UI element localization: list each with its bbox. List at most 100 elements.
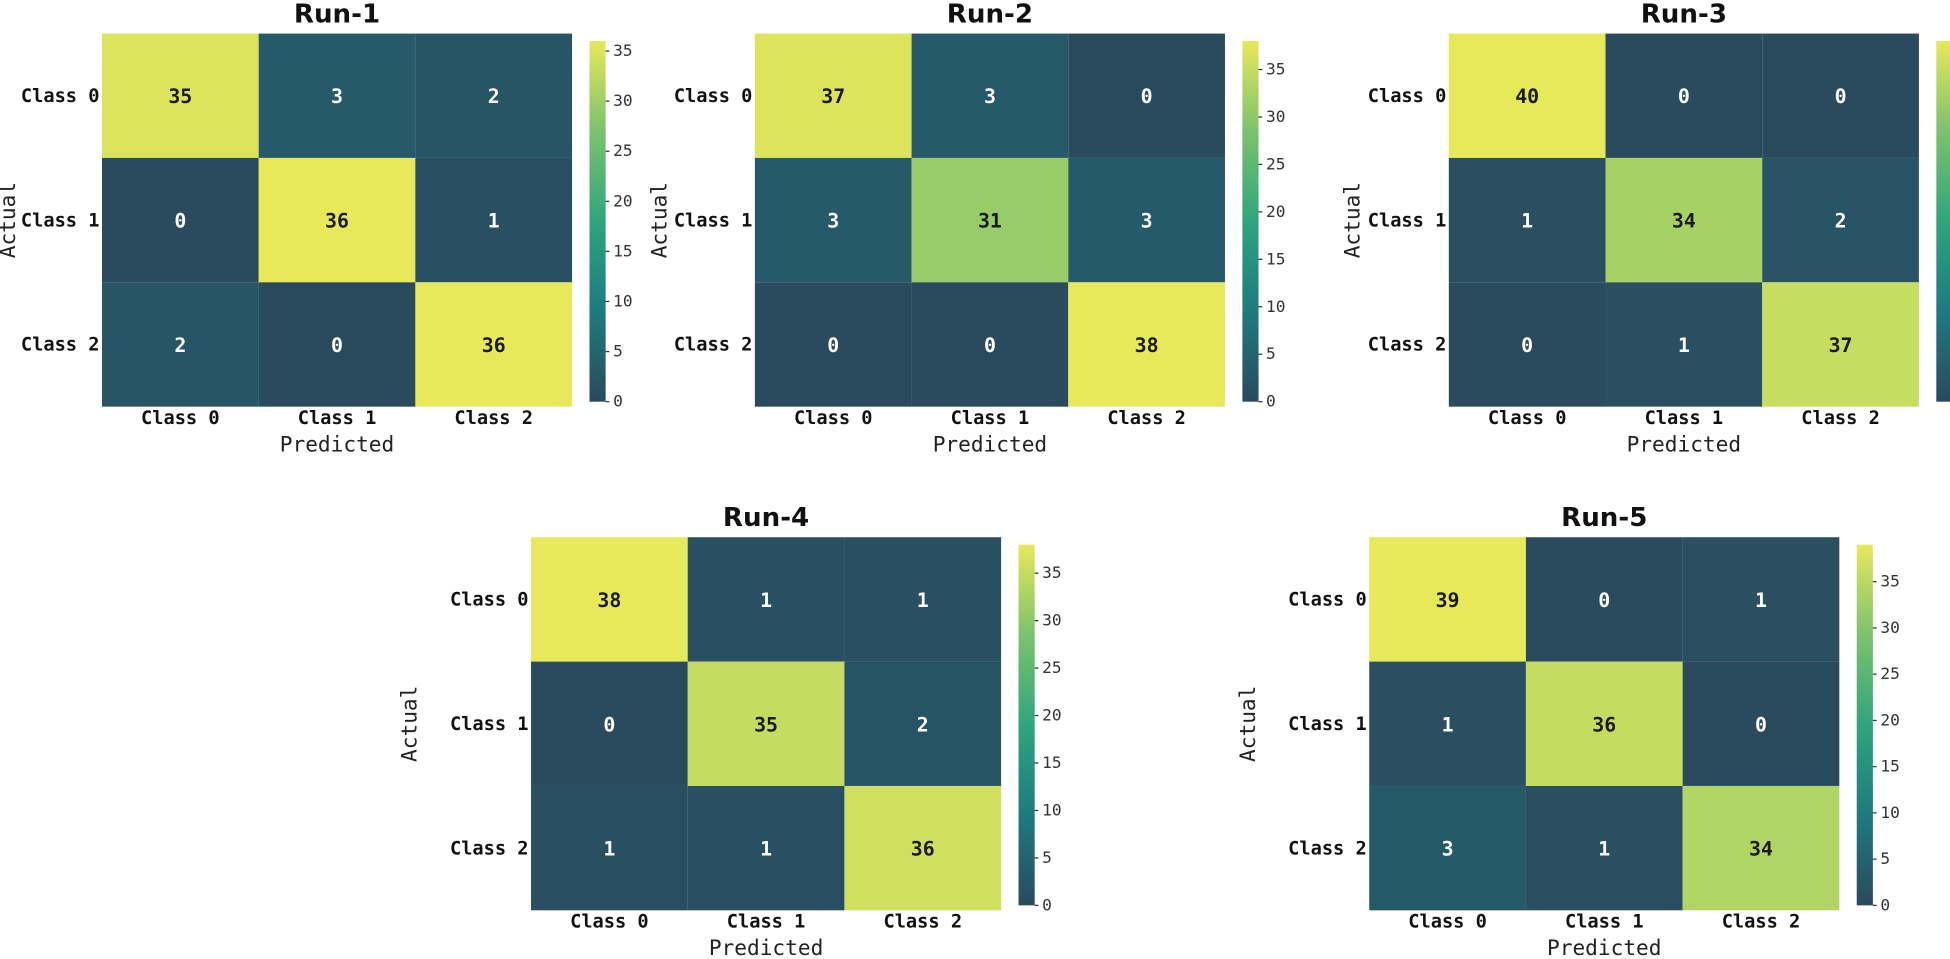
colorbar-tick-label: 10 [613, 291, 632, 310]
heatmap-cell [754, 33, 912, 158]
cell-value-label: 1 [1442, 713, 1454, 736]
cell-value-label: 38 [597, 589, 621, 612]
y-axis-label: Actual [397, 686, 422, 762]
heatmap-cell [844, 537, 1002, 662]
y-tick-label: Class 2 [1368, 335, 1447, 356]
colorbar-tick-label: 30 [613, 91, 632, 110]
chart-title: Run-3 [1641, 0, 1727, 29]
heatmap-cell [1682, 537, 1840, 662]
heatmap-cell [258, 282, 416, 407]
cell-value-label: 36 [482, 334, 506, 357]
cell-value-label: 36 [911, 838, 935, 861]
colorbar-tick-label: 25 [1042, 658, 1061, 677]
chart-title: Run-4 [723, 503, 809, 533]
colorbar-tick-label: 25 [1880, 664, 1899, 683]
colorbar-tick-label: 20 [1042, 706, 1061, 725]
x-tick-label: Class 0 [794, 408, 873, 429]
heatmap-cell [1682, 785, 1840, 911]
x-tick-label: Class 1 [727, 912, 806, 933]
heatmap-cell [101, 157, 259, 283]
cell-value-label: 0 [331, 334, 343, 357]
heatmap-cell [1525, 785, 1683, 911]
heatmap-cell [1525, 661, 1683, 786]
heatmap-cell [1448, 157, 1606, 283]
y-tick-label: Class 0 [1368, 86, 1447, 107]
y-tick-label: Class 0 [674, 86, 753, 107]
x-tick-label: Class 0 [570, 912, 649, 933]
y-tick-label: Class 1 [450, 714, 529, 735]
y-tick-label: Class 1 [674, 210, 753, 231]
y-tick-label: Class 0 [1288, 590, 1367, 611]
y-tick-label: Class 2 [1288, 838, 1367, 859]
heatmap-cell [687, 537, 845, 662]
heatmap-cell [101, 282, 259, 407]
cell-value-label: 39 [1436, 589, 1460, 612]
cell-value-label: 1 [1598, 838, 1610, 861]
heatmap-cell [101, 33, 259, 158]
colorbar [1856, 544, 1873, 906]
cell-value-label: 0 [1678, 85, 1690, 108]
colorbar-tick-label: 5 [1880, 849, 1890, 868]
x-axis-label: Predicted [1627, 431, 1741, 456]
colorbar-tick-label: 35 [1266, 59, 1285, 78]
cell-value-label: 35 [754, 713, 778, 736]
y-tick-label: Class 2 [21, 335, 100, 356]
chart-title: Run-1 [294, 0, 380, 29]
x-axis-label: Predicted [709, 935, 823, 959]
cell-value-label: 37 [1829, 334, 1853, 357]
cell-value-label: 0 [1755, 713, 1767, 736]
heatmap-cell [1369, 785, 1526, 911]
heatmap-cell [415, 282, 573, 407]
x-tick-label: Class 1 [951, 408, 1030, 429]
colorbar-tick-label: 15 [1266, 249, 1285, 268]
cell-value-label: 2 [174, 334, 186, 357]
heatmap-panel-3: Run-3 40 0 0 1 34 2 0 1 37 Class 0 Class 1 Class 2 Cl… [1339, 0, 1950, 456]
colorbar-tick-label: 20 [613, 191, 632, 210]
heatmap-cell [1762, 282, 1919, 407]
cell-value-label: 34 [1749, 838, 1773, 861]
y-axis-label: Actual [0, 182, 20, 258]
heatmap-cell [1605, 157, 1763, 283]
heatmap-cell [1682, 661, 1840, 786]
cell-value-label: 0 [174, 210, 186, 233]
colorbar-tick-label: 30 [1266, 107, 1285, 126]
heatmap-cell [687, 785, 845, 911]
heatmap-cell [911, 33, 1069, 158]
colorbar [1242, 41, 1259, 402]
x-tick-label: Class 0 [1488, 408, 1567, 429]
cell-value-label: 0 [827, 334, 839, 357]
heatmap-cell [911, 282, 1069, 407]
y-tick-label: Class 2 [674, 335, 753, 356]
cell-value-label: 38 [1135, 334, 1159, 357]
x-tick-label: Class 2 [1801, 408, 1880, 429]
cell-value-label: 1 [488, 210, 500, 233]
colorbar-tick-label: 20 [1880, 710, 1899, 729]
cell-value-label: 35 [168, 85, 192, 108]
y-axis-label: Actual [1339, 182, 1364, 258]
cell-value-label: 1 [603, 838, 615, 861]
cell-value-label: 31 [978, 210, 1002, 233]
x-axis-label: Predicted [933, 431, 1047, 456]
cell-value-label: 36 [1592, 713, 1616, 736]
cell-value-label: 0 [1141, 85, 1153, 108]
y-axis-label: Actual [1235, 686, 1260, 762]
colorbar [589, 41, 606, 402]
cell-value-label: 34 [1672, 210, 1696, 233]
colorbar-tick-label: 35 [1880, 572, 1899, 591]
heatmap-cell [754, 157, 912, 283]
colorbar-tick-label: 5 [613, 342, 623, 361]
x-axis-label: Predicted [280, 431, 394, 456]
y-tick-label: Class 2 [450, 838, 529, 859]
cell-value-label: 0 [984, 334, 996, 357]
cell-value-label: 2 [917, 713, 929, 736]
cell-value-label: 0 [1521, 334, 1533, 357]
cell-value-label: 3 [1442, 838, 1454, 861]
colorbar-tick-label: 20 [1266, 202, 1285, 221]
heatmap-cell [1762, 157, 1919, 283]
heatmap-cell [1068, 157, 1225, 283]
y-tick-label: Class 1 [1288, 714, 1367, 735]
colorbar-tick-label: 5 [1042, 848, 1052, 867]
heatmap-panel-5: Run-5 39 0 1 1 36 0 3 1 34 Class 0 Class 1 Class 2 Cl… [1235, 503, 1900, 959]
